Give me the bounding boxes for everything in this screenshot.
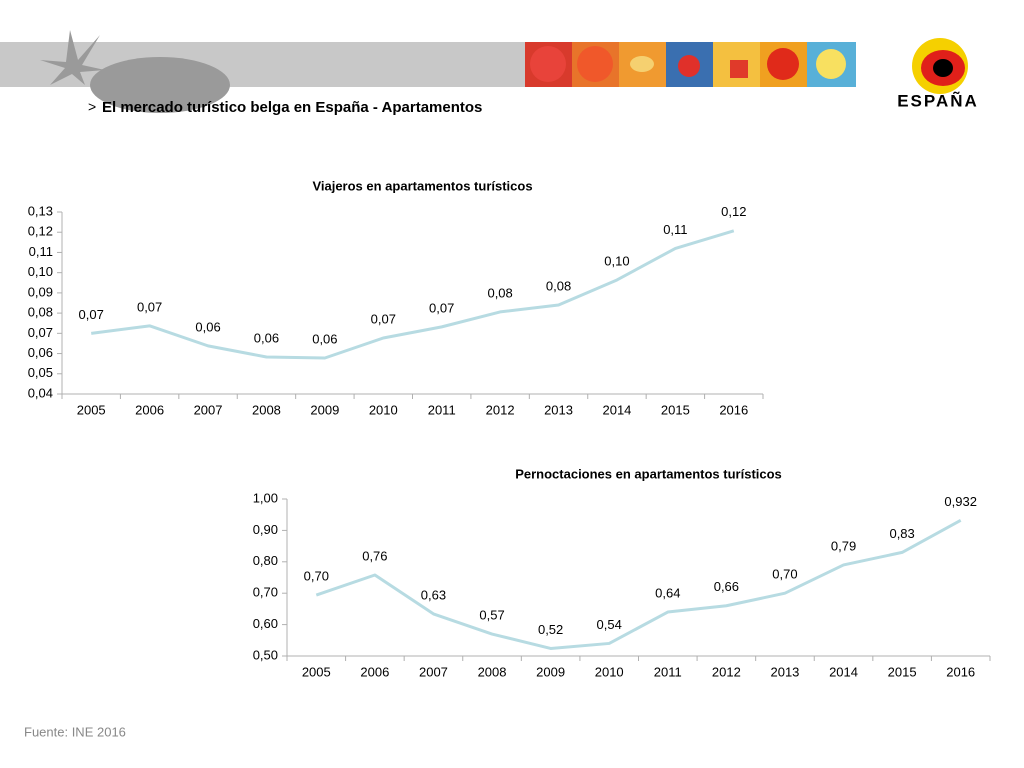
y-tick-label: 0,70 bbox=[253, 585, 278, 600]
data-label: 0,07 bbox=[429, 300, 454, 315]
data-label: 0,83 bbox=[889, 526, 914, 541]
x-tick-label: 2008 bbox=[478, 664, 507, 679]
chart-title: Viajeros en apartamentos turísticos bbox=[312, 178, 532, 193]
data-label: 0,07 bbox=[79, 307, 104, 322]
y-tick-label: 0,11 bbox=[29, 244, 53, 259]
x-tick-label: 2014 bbox=[829, 664, 858, 679]
x-tick-label: 2012 bbox=[486, 402, 515, 417]
x-tick-label: 2015 bbox=[888, 664, 917, 679]
x-tick-label: 2011 bbox=[654, 664, 682, 679]
x-tick-label: 2011 bbox=[428, 402, 456, 417]
data-label: 0,08 bbox=[487, 285, 512, 300]
y-tick-label: 0,50 bbox=[253, 647, 278, 662]
x-tick-label: 2010 bbox=[595, 664, 624, 679]
data-label: 0,07 bbox=[137, 299, 162, 314]
x-tick-label: 2007 bbox=[194, 402, 223, 417]
data-label: 0,12 bbox=[721, 204, 746, 219]
x-tick-label: 2009 bbox=[310, 402, 339, 417]
y-tick-label: 0,07 bbox=[28, 325, 53, 340]
data-label: 0,54 bbox=[597, 617, 622, 632]
data-label: 0,08 bbox=[546, 278, 571, 293]
x-tick-label: 2014 bbox=[602, 402, 631, 417]
x-tick-label: 2009 bbox=[536, 664, 565, 679]
data-label: 0,06 bbox=[195, 319, 220, 334]
x-tick-label: 2015 bbox=[661, 402, 690, 417]
y-tick-label: 0,12 bbox=[28, 224, 53, 239]
x-tick-label: 2007 bbox=[419, 664, 448, 679]
y-tick-label: 0,80 bbox=[253, 553, 278, 568]
data-line bbox=[91, 229, 735, 360]
bullet: > bbox=[88, 99, 96, 115]
x-tick-label: 2006 bbox=[135, 402, 164, 417]
data-label: 0,64 bbox=[655, 585, 680, 600]
y-tick-label: 0,09 bbox=[28, 284, 53, 299]
x-tick-label: 2010 bbox=[369, 402, 398, 417]
data-label: 0,06 bbox=[254, 330, 279, 345]
data-label: 0,76 bbox=[362, 548, 387, 563]
y-tick-label: 1,00 bbox=[253, 490, 278, 505]
y-tick-label: 0,13 bbox=[28, 203, 53, 218]
x-tick-label: 2013 bbox=[770, 664, 799, 679]
y-tick-label: 0,06 bbox=[28, 345, 53, 360]
data-label: 0,06 bbox=[312, 331, 337, 346]
data-label: 0,932 bbox=[944, 494, 977, 509]
data-label: 0,63 bbox=[421, 587, 446, 602]
y-tick-label: 0,08 bbox=[28, 305, 53, 320]
y-tick-label: 0,04 bbox=[28, 385, 53, 400]
x-tick-label: 2006 bbox=[360, 664, 389, 679]
page-title: El mercado turístico belga en España - A… bbox=[102, 99, 482, 116]
data-label: 0,66 bbox=[714, 579, 739, 594]
y-tick-label: 0,90 bbox=[253, 522, 278, 537]
data-label: 0,52 bbox=[538, 622, 563, 637]
banner-shape bbox=[90, 57, 230, 113]
logo-text: ESPAÑA bbox=[897, 90, 979, 110]
logo: ESPAÑA bbox=[897, 38, 979, 110]
data-label: 0,57 bbox=[479, 607, 504, 622]
data-label: 0,79 bbox=[831, 538, 856, 553]
data-label: 0,70 bbox=[304, 569, 329, 584]
x-tick-label: 2016 bbox=[719, 402, 748, 417]
data-label: 0,10 bbox=[604, 253, 629, 268]
banner-tiles bbox=[525, 42, 856, 87]
x-tick-label: 2012 bbox=[712, 664, 741, 679]
x-tick-label: 2005 bbox=[302, 664, 331, 679]
x-tick-label: 2008 bbox=[252, 402, 281, 417]
data-label: 0,11 bbox=[663, 222, 687, 237]
data-label: 0,07 bbox=[371, 311, 396, 326]
source: Fuente: INE 2016 bbox=[24, 724, 126, 739]
x-tick-label: 2005 bbox=[77, 402, 106, 417]
data-label: 0,70 bbox=[772, 567, 797, 582]
data-line bbox=[315, 519, 962, 650]
banner-star bbox=[40, 30, 105, 85]
y-tick-label: 0,10 bbox=[28, 264, 53, 279]
x-tick-label: 2016 bbox=[946, 664, 975, 679]
x-tick-label: 2013 bbox=[544, 402, 573, 417]
chart-title: Pernoctaciones en apartamentos turístico… bbox=[515, 466, 782, 481]
y-tick-label: 0,05 bbox=[28, 365, 53, 380]
y-tick-label: 0,60 bbox=[253, 616, 278, 631]
